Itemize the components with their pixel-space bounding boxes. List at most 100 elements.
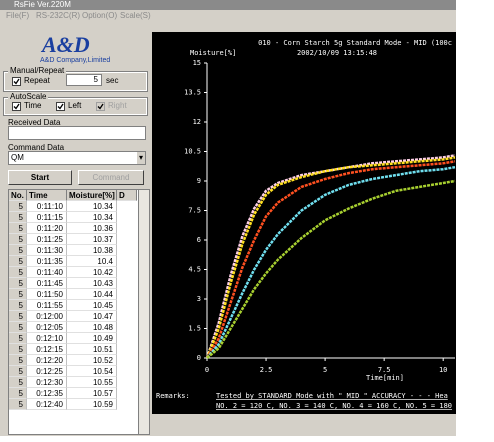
check-mark	[13, 78, 20, 85]
column-header: Time	[27, 190, 67, 201]
x-axis-label: Time[min]	[366, 374, 404, 382]
chart-subtitle: 2002/10/09 13:15:48	[297, 49, 377, 57]
table-cell: 0:11:40	[27, 267, 67, 278]
x-tick-label: 5	[323, 366, 327, 374]
table-cell: 5	[9, 333, 27, 344]
table-cell: 5	[9, 278, 27, 289]
table-cell: 0:11:25	[27, 234, 67, 245]
table-cell: 0:11:35	[27, 256, 67, 267]
y-tick-label: 1.5	[188, 325, 201, 333]
interval-input[interactable]: 5	[66, 74, 102, 86]
group-title: Manual/Repeat	[8, 66, 67, 75]
table-cell: 5	[9, 355, 27, 366]
table-cell: 5	[9, 267, 27, 278]
y-tick-label: 6	[197, 236, 201, 244]
table-cell: 0:11:15	[27, 212, 67, 223]
table-cell: 5	[9, 366, 27, 377]
data-line	[205, 160, 456, 359]
y-tick-label: 10.5	[184, 148, 201, 156]
table-cell: 10.45	[67, 300, 117, 311]
unit-label: sec	[106, 76, 119, 85]
received-data-input[interactable]	[8, 126, 146, 140]
remarks-text: NO. 2 = 120 C, NO. 3 = 140 C, NO. 4 = 16…	[216, 402, 452, 410]
y-tick-label: 15	[193, 59, 201, 67]
y-tick-label: 3	[197, 295, 201, 303]
table-cell: 10.42	[67, 267, 117, 278]
y-tick-label: 7.5	[188, 207, 201, 215]
table-cell: 10.38	[67, 245, 117, 256]
y-tick-label: 4.5	[188, 266, 201, 274]
data-table: No. Time Moisture[%] D 5 0:11:10 10.34 5 0:11:15…	[8, 189, 150, 435]
table-cell: 5	[9, 377, 27, 388]
window-title: RsFie Ver.220M	[0, 0, 456, 10]
y-tick-label: 9	[197, 177, 201, 185]
table-cell: 10.59	[67, 399, 117, 410]
checkbox[interactable]	[12, 77, 21, 86]
table-cell: 5	[9, 212, 27, 223]
group-box	[3, 71, 148, 92]
table-cell: 5	[9, 344, 27, 355]
table-cell: 10.51	[67, 344, 117, 355]
table-cell: 0:12:40	[27, 399, 67, 410]
table-cell: 0:11:50	[27, 289, 67, 300]
table-cell: 0:11:55	[27, 300, 67, 311]
table-cell: 5	[9, 388, 27, 399]
y-tick-label: 0	[197, 354, 201, 362]
checkbox[interactable]	[56, 102, 65, 111]
table-cell: 10.52	[67, 355, 117, 366]
table-cell: 10.57	[67, 388, 117, 399]
table-cell: 10.49	[67, 333, 117, 344]
table-cell: 0:12:10	[27, 333, 67, 344]
checkbox	[96, 102, 105, 111]
table-cell: 0:12:20	[27, 355, 67, 366]
table-cell: 10.36	[67, 223, 117, 234]
data-line	[206, 179, 456, 359]
table-cell: 10.34	[67, 201, 117, 212]
x-tick-label: 7.5	[378, 366, 391, 374]
scrollbar	[138, 190, 149, 434]
x-tick-label: 2.5	[260, 366, 273, 374]
remarks-label: Remarks:	[156, 392, 190, 400]
table-cell: 0:12:15	[27, 344, 67, 355]
menu-item[interactable]: RS-232C(R)	[36, 11, 81, 20]
column-header: No.	[9, 190, 27, 201]
table-cell: 10.47	[67, 311, 117, 322]
table-cell: 0:12:25	[27, 366, 67, 377]
checkbox[interactable]	[12, 102, 21, 111]
table-cell: 0:11:30	[27, 245, 67, 256]
table-cell: 5	[9, 201, 27, 212]
command-select[interactable]: QM	[8, 151, 146, 165]
remarks-text: Tested by STANDARD Mode with " MID " ACC…	[216, 392, 448, 400]
checkbox-label: Right	[108, 101, 127, 110]
start-button[interactable]: Start	[8, 170, 72, 185]
menu-item[interactable]: Option(O)	[82, 11, 118, 20]
y-tick-label: 12	[193, 118, 201, 126]
table-cell: 10.43	[67, 278, 117, 289]
table-cell: 5	[9, 311, 27, 322]
data-line	[205, 156, 456, 359]
table-cell: 10.37	[67, 234, 117, 245]
check-mark	[97, 103, 104, 110]
y-axis-label: Moisture[%]	[190, 49, 236, 57]
group-title: AutoScale	[8, 92, 49, 101]
y-tick-label: 13.5	[184, 89, 201, 97]
chart: 010 - Corn Starch 5g Standard Mode - MID…	[152, 32, 456, 414]
dropdown-arrow[interactable]: ▾	[137, 152, 145, 164]
table-cell: 10.54	[67, 366, 117, 377]
table-cell: 5	[9, 245, 27, 256]
menu-item[interactable]: File(F)	[6, 11, 30, 20]
table-cell: 0:11:20	[27, 223, 67, 234]
table-cell: 0:11:45	[27, 278, 67, 289]
menu-item[interactable]: Scale(S)	[120, 11, 151, 20]
table-cell: 5	[9, 322, 27, 333]
checkbox-label: Time	[24, 101, 42, 110]
table-cell: 0:12:05	[27, 322, 67, 333]
logo: A&D	[42, 32, 90, 57]
data-line	[205, 154, 456, 359]
table-cell: 0:11:10	[27, 201, 67, 212]
column-header: Moisture[%]	[67, 190, 117, 201]
checkbox-label: Left	[68, 101, 82, 110]
table-cell: 10.44	[67, 289, 117, 300]
table-cell: 10.4	[67, 256, 117, 267]
